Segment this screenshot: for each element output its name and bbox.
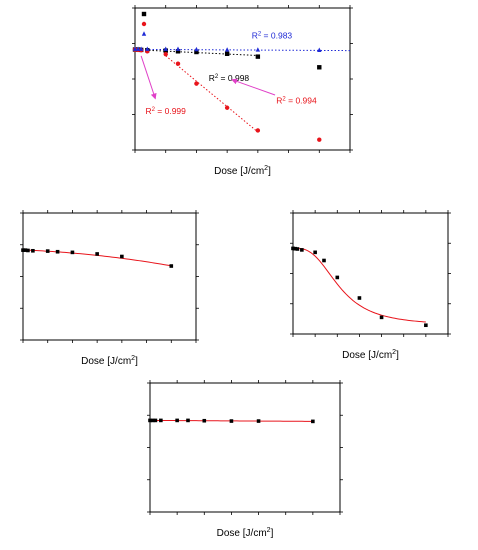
data-point [194, 49, 199, 55]
fit-r-squared: R2 = 0.998 [209, 73, 250, 83]
data-point [45, 249, 50, 253]
fit-r-squared: R2 = 0.999 [145, 106, 186, 116]
data-point [132, 46, 138, 51]
fit-r-squared: R2 = 0.994 [276, 95, 317, 105]
data-point [169, 264, 174, 268]
data-point [55, 249, 60, 254]
data-point [150, 418, 155, 423]
data-point [141, 11, 147, 17]
data-point [175, 61, 181, 66]
data-point [159, 418, 163, 423]
data-point [31, 248, 35, 253]
data-point [175, 49, 181, 54]
data-point [138, 46, 144, 51]
data-point [317, 47, 322, 52]
x-axis-label: Dose [J/cm2] [214, 165, 271, 177]
data-point [224, 105, 230, 110]
data-point [141, 21, 147, 27]
data-point [148, 418, 152, 423]
data-point [95, 252, 99, 256]
data-point [70, 250, 75, 255]
data-point [194, 46, 199, 52]
data-point [322, 258, 326, 263]
data-point [224, 47, 230, 52]
data-point [291, 246, 295, 251]
plot-frame [149, 382, 341, 513]
data-point [317, 137, 322, 142]
data-point [175, 46, 181, 51]
data-point [120, 254, 124, 259]
fit-line [165, 55, 259, 133]
chart-panel-3: Dose [J/cm2] [290, 210, 451, 361]
annotation-arrow [140, 55, 157, 100]
data-point [255, 54, 261, 59]
data-point [135, 46, 141, 51]
data-point [424, 323, 428, 328]
data-point [357, 296, 362, 300]
data-point [317, 65, 322, 70]
data-point [23, 248, 28, 252]
data-point [175, 418, 179, 423]
data-point [141, 31, 147, 36]
data-point [21, 248, 25, 252]
data-point [163, 46, 168, 51]
data-point [311, 419, 315, 424]
plot-frame [292, 212, 449, 335]
fit-r-squared: R2 = 0.983 [252, 31, 293, 41]
data-point [313, 250, 317, 255]
chart-panel-4: Dose [J/cm2] [147, 380, 343, 539]
fit-line [134, 48, 351, 52]
x-axis-label: Dose [J/cm2] [217, 527, 274, 539]
data-point [379, 315, 384, 320]
data-point [186, 418, 190, 423]
data-point [255, 128, 261, 133]
x-axis-label: Dose [J/cm2] [342, 349, 399, 361]
chart-panel-1: Dose [J/cm2] R2 = 0.983 R2 = 0.998 R2 = 0.9… [132, 5, 353, 177]
data-point [335, 275, 340, 280]
x-axis-label: Dose [J/cm2] [81, 355, 138, 367]
fit-curve [292, 247, 426, 323]
data-point [26, 248, 30, 253]
data-point [145, 46, 150, 51]
data-point [293, 246, 298, 251]
annotation-arrow [231, 78, 276, 96]
data-point [255, 47, 261, 52]
data-point [229, 419, 234, 423]
data-point [300, 248, 304, 252]
data-point [202, 418, 207, 423]
data-point [256, 419, 261, 423]
fit-line [134, 49, 258, 56]
data-point [163, 51, 168, 57]
plot-frame [22, 212, 197, 341]
chart-panel-2: Dose [J/cm2] [20, 210, 199, 367]
data-point [194, 81, 199, 86]
data-point [224, 51, 230, 56]
data-point [153, 418, 158, 423]
data-point [295, 247, 300, 251]
